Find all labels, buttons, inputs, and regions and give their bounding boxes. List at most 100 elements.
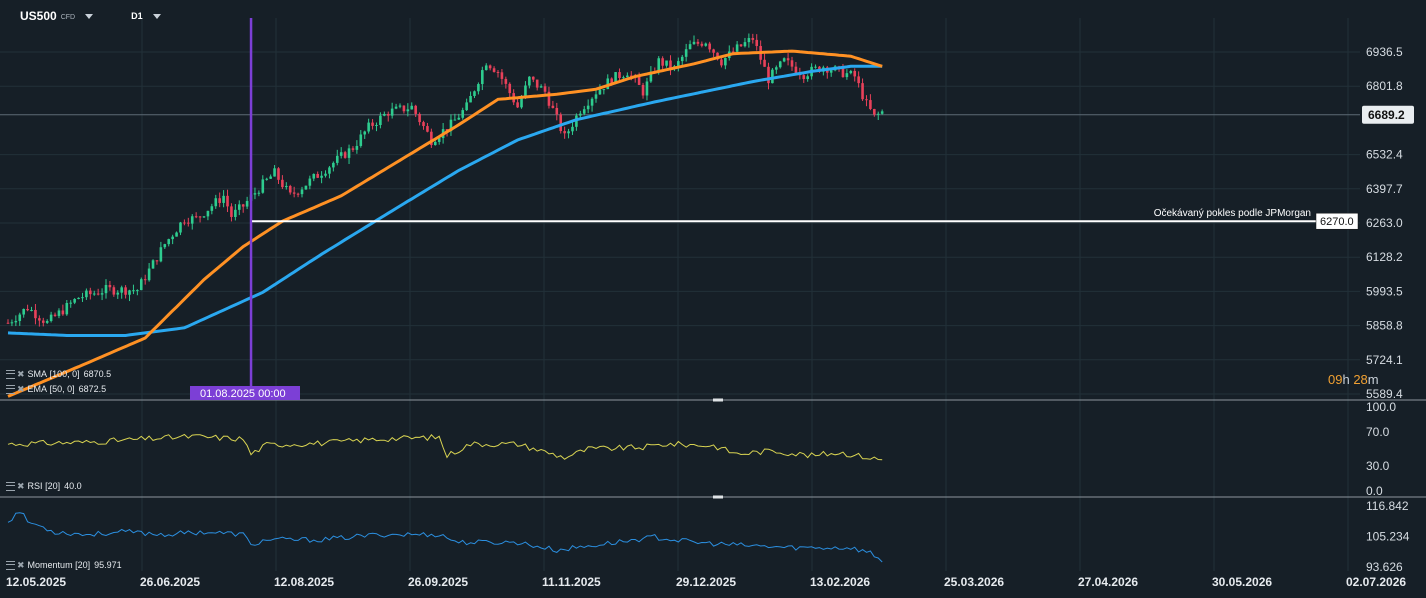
candle-body [347,148,351,158]
candle-body [363,131,367,135]
candle-body [96,293,100,295]
settings-icon[interactable] [6,560,15,570]
candle-body [465,102,468,111]
candle-body [853,70,857,77]
candle-body [398,105,402,107]
candle-body [375,125,378,127]
candle-body [602,89,606,91]
momentum-tick-label: 93.626 [1366,560,1403,574]
candle-body [767,66,770,84]
sma-legend[interactable]: ✖ SMA [100, 0] 6870.5 [6,369,111,379]
candle-body [190,216,194,224]
candle-body [708,43,711,50]
candle-body [657,58,661,73]
candle-body [198,216,202,218]
candle-body [453,119,457,121]
price-tick-label: 5589.4 [1366,387,1403,401]
candle-body [763,59,766,67]
candle-body [641,84,645,96]
candle-body [775,67,778,70]
candle-body [618,72,621,79]
symbol-dropdown-icon[interactable] [85,13,94,19]
candle-body [739,44,743,47]
remove-icon[interactable]: ✖ [17,368,25,379]
candle-body [496,71,500,73]
settings-icon[interactable] [6,481,15,491]
date-tick-label: 29.12.2025 [676,575,736,589]
remove-icon[interactable]: ✖ [17,383,25,394]
candle-body [865,99,868,101]
candle-body [543,86,547,92]
candle-body [806,76,809,80]
candle-body [6,322,10,324]
candle-body [426,126,429,132]
rsi-legend[interactable]: ✖ RSI [20] 40.0 [6,481,82,491]
candle-body [645,81,649,96]
candle-body [175,232,178,237]
candle-body [790,60,794,67]
candle-body [598,89,602,95]
candle-body [383,113,386,116]
candle-body [845,73,849,78]
candle-body [53,314,57,316]
target-level-value: 6270.0 [1320,216,1354,228]
candle-body [171,236,174,240]
candle-body [567,131,570,134]
candle-body [226,195,229,207]
candle-body [704,43,708,46]
candle-body [218,198,221,203]
symbol-name[interactable]: US500 [20,9,57,23]
candle-body [245,200,249,207]
date-tick-label: 13.02.2026 [810,575,870,589]
candle-body [473,91,476,96]
candle-body [700,43,704,46]
settings-icon[interactable] [6,384,15,394]
candle-body [418,113,421,123]
candle-body [296,193,300,195]
candle-body [661,58,664,66]
grid-lines [0,18,1426,571]
candle-body [528,76,531,86]
remove-icon[interactable]: ✖ [17,480,25,491]
settings-icon[interactable] [6,369,15,379]
candle-body [437,138,441,142]
candle-body [747,38,751,43]
indicator-panes [7,433,883,563]
candle-body [876,113,880,115]
candle-body [861,83,864,100]
candle-body [743,42,747,47]
timeframe-selector[interactable]: D1 [131,11,143,21]
candle-body [34,309,37,319]
candle-body [108,285,112,288]
sma-line [7,64,883,337]
rsi-tick-label: 30.0 [1366,459,1390,473]
remove-icon[interactable]: ✖ [17,559,25,570]
candle-body [124,287,127,295]
candle-body [285,185,288,188]
momentum-legend[interactable]: ✖ Momentum [20] 95.971 [6,560,122,570]
timeframe-dropdown-icon[interactable] [152,13,161,19]
candle-body [422,122,425,127]
ema-legend[interactable]: ✖ EMA [50, 0] 6872.5 [6,384,106,394]
candle-body [386,113,390,116]
candle-body [504,78,508,84]
candle-body [61,310,65,315]
candle-body [234,209,237,217]
candle-body [488,65,492,69]
candle-body [622,77,625,79]
candle-body [81,297,84,299]
candle-body [688,44,692,50]
candle-body [677,61,680,67]
candle-body [669,60,672,69]
candle-body [147,268,151,281]
candle-body [257,192,261,194]
candle-body [402,105,406,112]
target-level-text: Očekávaný pokles podle JPMorgan [1154,208,1311,219]
candle-body [449,119,453,132]
candle-body [355,145,359,150]
candle-body [524,85,527,98]
candle-body [143,279,147,281]
candle-body [610,78,613,84]
current-price-tag [1362,105,1414,124]
